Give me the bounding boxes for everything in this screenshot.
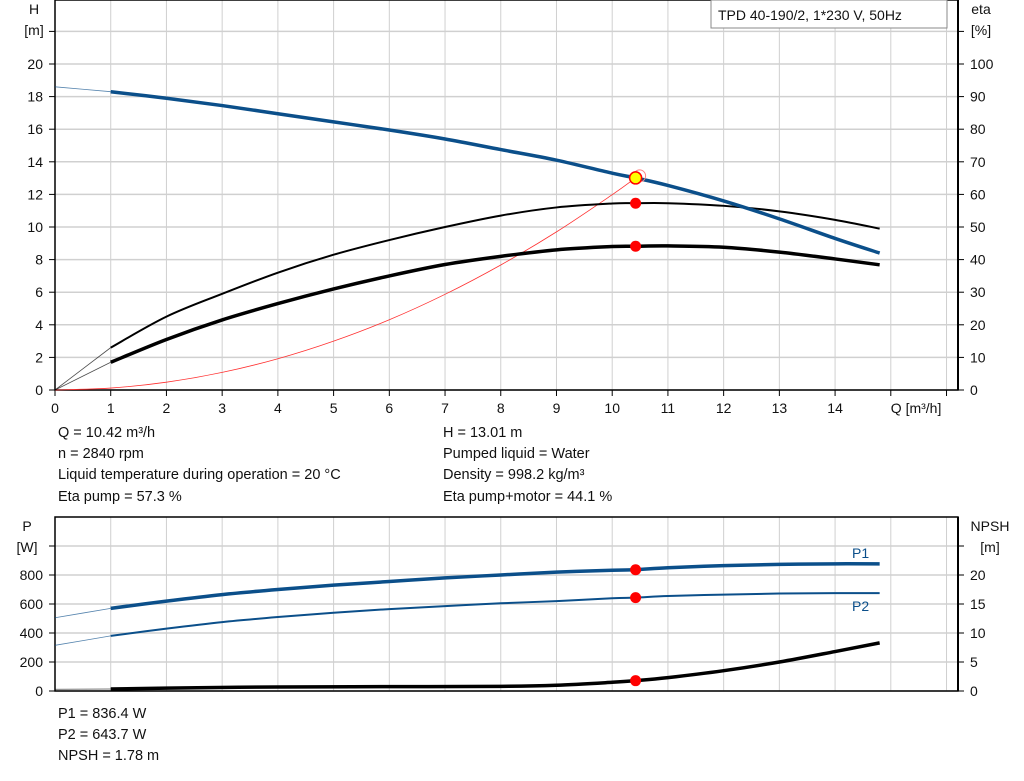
p-tick-label: 200 <box>20 654 44 670</box>
p-tick-label: 600 <box>20 596 44 612</box>
p-axis-unit: [W] <box>17 539 38 555</box>
chart-title: TPD 40-190/2, 1*230 V, 50Hz <box>718 7 902 23</box>
y2-tick-label: 60 <box>970 186 986 202</box>
npsh-duty-point <box>630 675 642 687</box>
x-tick-label: 3 <box>218 400 226 416</box>
p2-duty-point <box>630 592 642 604</box>
npsh-tick-label: 20 <box>970 567 986 583</box>
y-tick-label: 8 <box>35 252 43 268</box>
y2-tick-label: 90 <box>970 89 986 105</box>
npsh-tick-label: 0 <box>970 683 978 699</box>
x-tick-label: 10 <box>604 400 620 416</box>
y-tick-label: 20 <box>27 56 43 72</box>
p-tick-label: 0 <box>35 683 43 699</box>
x-tick-label: 1 <box>107 400 115 416</box>
x-tick-label: 4 <box>274 400 282 416</box>
x-tick-label: 9 <box>553 400 561 416</box>
eta-pump-extrapolated <box>54 347 111 391</box>
y-tick-label: 12 <box>27 186 43 202</box>
p-tick-label: 400 <box>20 625 44 641</box>
y2-tick-label: 50 <box>970 219 986 235</box>
info-npsh: NPSH = 1.78 m <box>58 748 160 764</box>
y-tick-label: 10 <box>27 219 43 235</box>
y2-axis-unit: [%] <box>971 22 991 38</box>
y-tick-label: 0 <box>35 382 43 398</box>
eta-pump-motor-extrapolated <box>54 361 111 391</box>
y-tick-label: 6 <box>35 284 43 300</box>
y-tick-label: 14 <box>27 154 43 170</box>
p2-curve <box>110 592 880 637</box>
info-h: H = 13.01 m <box>443 425 523 441</box>
y2-tick-label: 80 <box>970 121 986 137</box>
y-axis-label: H <box>29 1 39 17</box>
x-axis-label: Q [m³/h] <box>891 400 942 416</box>
npsh-tick-label: 15 <box>970 596 986 612</box>
y2-tick-label: 70 <box>970 154 986 170</box>
y-tick-label: 18 <box>27 89 43 105</box>
x-tick-label: 7 <box>441 400 449 416</box>
y2-axis-label: eta <box>971 1 991 17</box>
head-curve <box>110 89 881 255</box>
system-curve <box>54 174 641 391</box>
info-p1: P1 = 836.4 W <box>58 706 147 722</box>
npsh-tick-label: 5 <box>970 654 978 670</box>
y2-tick-label: 100 <box>970 56 994 72</box>
x-tick-label: 0 <box>51 400 59 416</box>
y2-tick-label: 0 <box>970 382 978 398</box>
x-tick-label: 12 <box>716 400 732 416</box>
info-eta-pump: Eta pump = 57.3 % <box>58 489 182 505</box>
y2-tick-label: 20 <box>970 317 986 333</box>
eta-pump-duty-point <box>630 197 642 209</box>
x-tick-label: 5 <box>330 400 338 416</box>
p-axis-label: P <box>22 518 31 534</box>
p1-curve <box>110 562 880 611</box>
p1-duty-point <box>630 564 642 576</box>
y-axis-unit: [m] <box>24 22 43 38</box>
y2-tick-label: 40 <box>970 252 986 268</box>
info-p2: P2 = 643.7 W <box>58 727 147 743</box>
title-box <box>710 0 948 29</box>
p1-series-label: P1 <box>852 545 869 561</box>
x-tick-label: 13 <box>772 400 788 416</box>
y-tick-label: 2 <box>35 349 43 365</box>
info-n: n = 2840 rpm <box>58 446 144 462</box>
info-temp: Liquid temperature during operation = 20… <box>58 467 341 483</box>
y2-tick-label: 30 <box>970 284 986 300</box>
info-density: Density = 998.2 kg/m³ <box>443 467 585 483</box>
x-tick-label: 2 <box>163 400 171 416</box>
eta-pump-curve <box>110 201 880 349</box>
npsh-tick-label: 10 <box>970 625 986 641</box>
y2-tick-label: 10 <box>970 349 986 365</box>
npsh-axis-label: NPSH <box>971 518 1010 534</box>
p2-series-label: P2 <box>852 598 869 614</box>
y-tick-label: 16 <box>27 121 43 137</box>
y-tick-label: 4 <box>35 317 43 333</box>
x-tick-label: 14 <box>827 400 843 416</box>
p2-extrapolated <box>54 635 111 646</box>
npsh-curve <box>110 641 880 691</box>
info-q: Q = 10.42 m³/h <box>58 425 156 441</box>
p-tick-label: 800 <box>20 567 44 583</box>
info-liquid: Pumped liquid = Water <box>443 446 590 462</box>
info-eta-total: Eta pump+motor = 44.1 % <box>443 489 613 505</box>
x-tick-label: 8 <box>497 400 505 416</box>
x-tick-label: 11 <box>661 400 676 416</box>
head-extrapolated <box>54 86 111 93</box>
npsh-axis-unit: [m] <box>980 539 999 555</box>
x-tick-label: 6 <box>385 400 393 416</box>
duty-point <box>628 171 643 185</box>
eta-pump-motor-curve <box>110 244 880 364</box>
eta-total-duty-point <box>630 240 642 252</box>
p1-extrapolated <box>54 607 111 619</box>
